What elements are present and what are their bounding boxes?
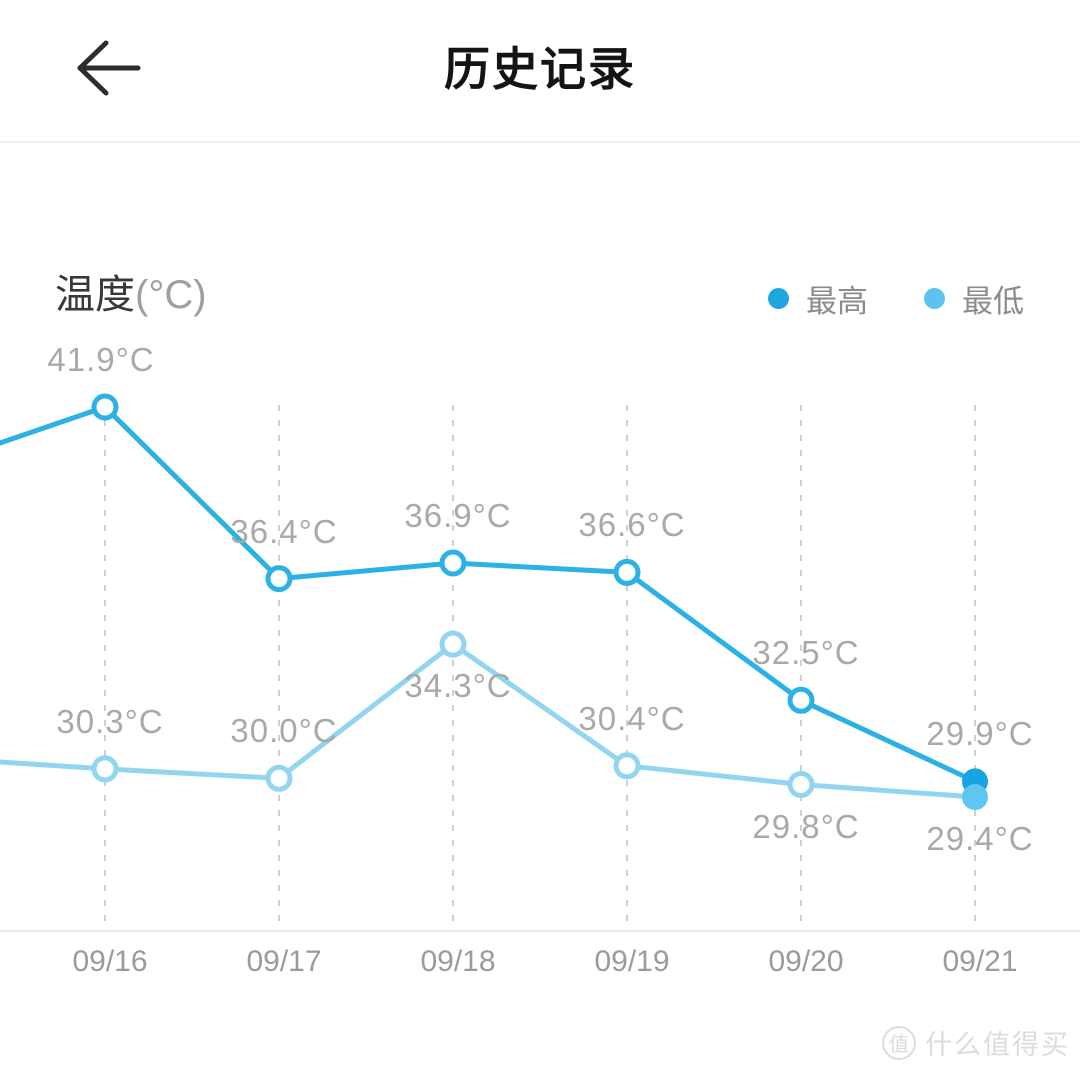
- data-point[interactable]: [787, 686, 815, 714]
- legend-max-label: 最高: [806, 284, 868, 319]
- data-point[interactable]: [613, 752, 641, 780]
- data-point[interactable]: [439, 630, 467, 658]
- chart-title-text: 温度: [55, 273, 135, 317]
- data-point[interactable]: [613, 558, 641, 586]
- legend-min-dot-icon: [924, 288, 945, 309]
- series-line-最低: [0, 641, 978, 800]
- legend-min-label: 最低: [962, 284, 1024, 319]
- smzdm-logo-icon: 值: [882, 1025, 916, 1060]
- chart-title-unit: (°C): [135, 273, 207, 317]
- arrow-left-icon: [77, 40, 141, 96]
- page-title: 历史记录: [444, 43, 636, 95]
- legend-item-min[interactable]: 最低: [924, 276, 1024, 321]
- data-point[interactable]: [265, 764, 293, 792]
- data-point[interactable]: [962, 784, 988, 810]
- chart-legend: 最高 最低: [768, 276, 1024, 321]
- smzdm-watermark: 值 什么值得买: [882, 1023, 1070, 1062]
- data-point[interactable]: [787, 771, 815, 798]
- data-point[interactable]: [265, 565, 293, 593]
- data-point[interactable]: [91, 755, 119, 783]
- data-point[interactable]: [91, 393, 119, 421]
- data-point[interactable]: [439, 549, 467, 577]
- smzdm-watermark-text: 什么值得买: [925, 1030, 1070, 1060]
- legend-item-max[interactable]: 最高: [768, 276, 868, 321]
- header: 历史记录: [0, 0, 1080, 143]
- legend-max-dot-icon: [768, 288, 789, 309]
- series-line-最高: [0, 404, 978, 784]
- back-button[interactable]: [72, 36, 144, 100]
- chart-title: 温度(°C): [55, 262, 207, 320]
